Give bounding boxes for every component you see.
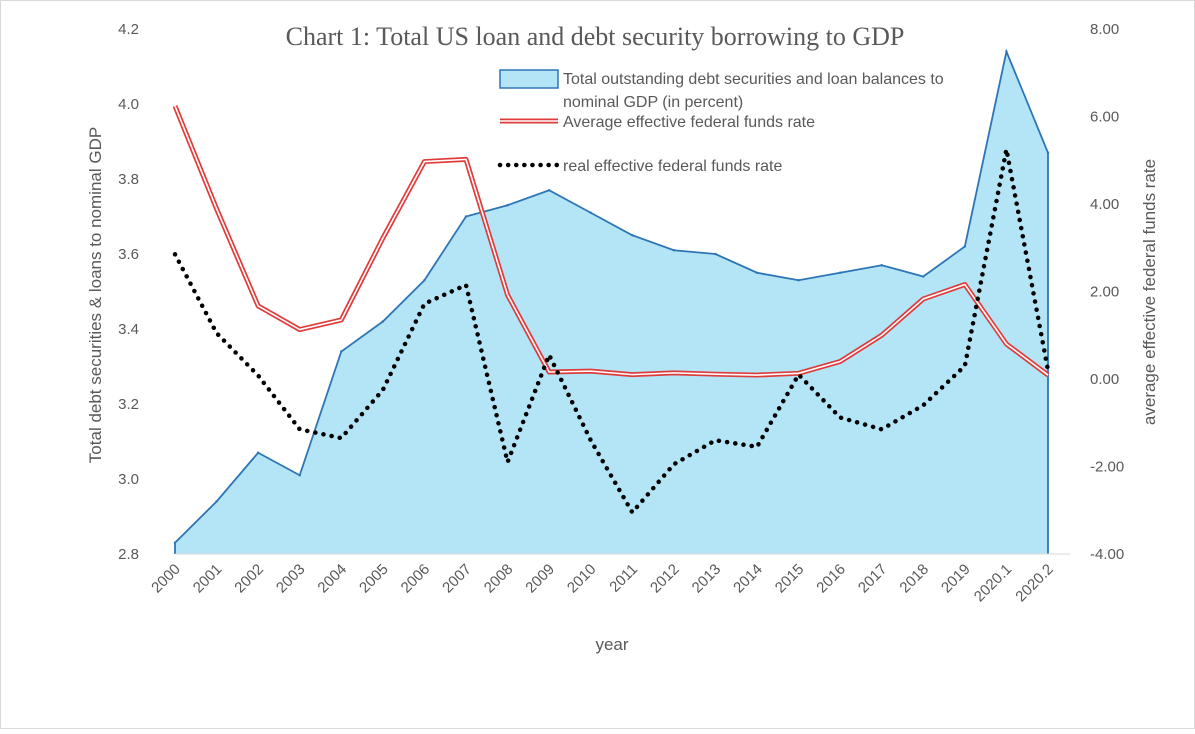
y-tick-label: 3.2 [118,396,139,413]
area-series-point [797,279,800,282]
y2-tick-label: 8.00 [1090,21,1119,38]
y2-tick-label: -4.00 [1090,546,1124,563]
area-series-point [922,275,925,278]
area-series-point [381,320,385,323]
avg-rate-line-inner [174,105,1049,376]
legend: Total outstanding debt securities and lo… [497,69,944,175]
area-series-point [173,541,177,544]
area-series-point [1005,50,1008,53]
area-series-point [631,234,634,237]
y-tick-label: 2.8 [118,546,139,563]
area-series-point [672,249,676,252]
area-series-point [1046,151,1050,154]
area-series-point [547,189,551,192]
y-tick-label: 3.8 [118,171,139,188]
y2-tick-label: 0.00 [1090,371,1119,388]
area-series-point [215,500,218,503]
y2-axis-label: average effective federal funds rate [1140,159,1159,425]
y2-tick-label: 4.00 [1090,196,1119,213]
area-series-point [464,215,468,218]
area-series-point [423,279,426,282]
legend-label-area-line1: Total outstanding debt securities and lo… [563,71,944,88]
x-axis-label: year [595,635,628,654]
area-series-point [755,271,759,274]
legend-label-avg-rate: Average effective federal funds rate [563,114,815,131]
chart-title: Chart 1: Total US loan and debt security… [286,22,905,51]
area-series-point [963,245,967,248]
real-rate-line [172,147,1051,515]
y2-tick-label: 2.00 [1090,284,1119,301]
area-series-point [880,264,883,267]
y-axis-label: Total debt securities & loans to nominal… [86,127,105,463]
y2-tick-label: 6.00 [1090,109,1119,126]
legend-label-area-line2: nominal GDP (in percent) [563,94,743,111]
legend-swatch-area [499,69,559,89]
y-tick-label: 4.0 [118,96,139,113]
area-series-point [506,204,509,207]
area-series-outline [174,48,1049,554]
area-series-point [838,271,842,274]
y-tick-label: 3.4 [118,321,139,338]
y-tick-label: 3.0 [118,471,139,488]
y-tick-label: 3.6 [118,246,139,263]
area-series-point [298,474,301,477]
area-series-point [589,211,592,214]
area-series-point [340,350,343,353]
y2-tick-label: -2.00 [1090,459,1124,476]
area-series-point [714,252,717,256]
y-tick-label: 4.2 [118,21,139,38]
legend-label-real-rate: real effective federal funds rate [563,158,782,175]
area-series-fill [175,51,1048,554]
area-series-point [256,451,260,454]
